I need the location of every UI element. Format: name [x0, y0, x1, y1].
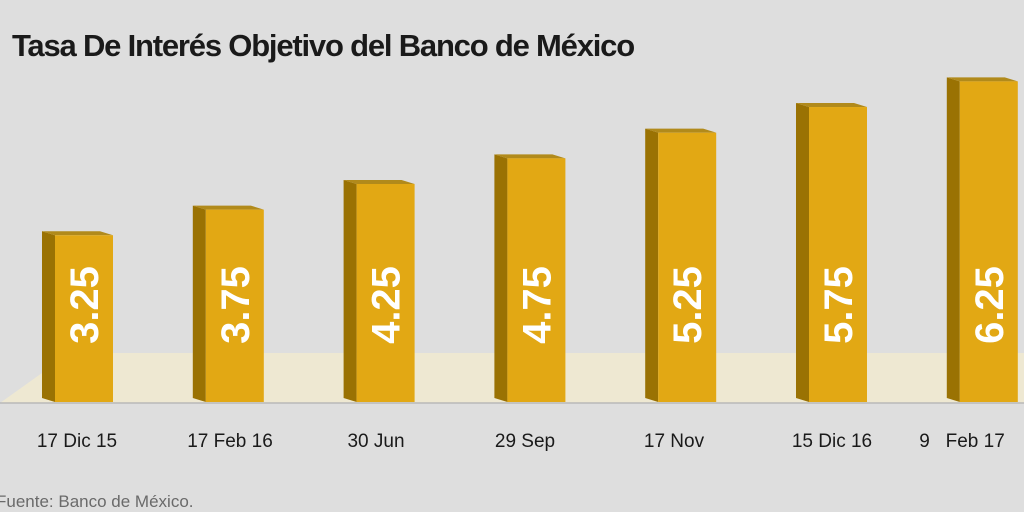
- bar-side: [946, 77, 960, 402]
- x-tick-label: 17 Dic 15: [37, 431, 117, 452]
- bar-side: [645, 128, 659, 403]
- data-label: 3.25: [63, 266, 107, 344]
- x-tick-label: 17 Feb 16: [187, 431, 273, 452]
- bar-6: 5.75: [796, 103, 867, 403]
- bar-1: 3.25: [42, 231, 113, 402]
- data-label: 4.25: [365, 266, 409, 344]
- bar-front: [507, 158, 566, 402]
- bar-top: [42, 231, 113, 236]
- x-tick-label: 9 Feb 17: [919, 431, 1005, 452]
- data-label: 6.25: [968, 266, 1012, 344]
- bar-2: 3.75: [192, 205, 264, 402]
- bar-front: [356, 183, 415, 402]
- bar-front: [205, 209, 264, 402]
- bar-side: [343, 179, 357, 402]
- tick-labels-group: 17 Dic 15 17 Feb 16 30 Jun 29 Sep 17 Nov 15 D…: [37, 431, 1005, 452]
- x-tick-label: 15 Dic 16: [792, 431, 872, 452]
- source-note: Fuente: Banco de México.: [0, 492, 194, 511]
- bar-front: [959, 81, 1018, 402]
- bar-3: 4.25: [343, 179, 415, 402]
- bar-top: [946, 77, 1018, 82]
- bar-top: [796, 103, 867, 108]
- x-tick-label: 30 Jun: [347, 431, 404, 452]
- bars-group: 3.25 3.75 4.25 4.75 5.25 5.75 6.25: [42, 77, 1018, 403]
- x-tick-label: 29 Sep: [495, 431, 555, 452]
- bar-side: [494, 154, 508, 402]
- x-tick-label: 17 Nov: [644, 431, 705, 452]
- bar-side: [796, 103, 809, 403]
- bar-top: [192, 205, 264, 210]
- bar-side: [192, 205, 206, 402]
- bar-front: [658, 132, 717, 403]
- data-label: 5.75: [817, 266, 861, 344]
- data-label: 4.75: [515, 266, 559, 344]
- bar-7: 6.25: [946, 77, 1018, 402]
- bar-top: [343, 179, 415, 184]
- bar-5: 5.25: [645, 128, 717, 403]
- chart-title: Tasa De Interés Objetivo del Banco de Mé…: [12, 28, 635, 63]
- bar-side: [42, 231, 55, 402]
- bar-top: [645, 128, 717, 133]
- data-label: 5.25: [666, 266, 710, 344]
- bar-top: [494, 154, 566, 159]
- bar-4: 4.75: [494, 154, 566, 402]
- bar-front: [55, 235, 113, 402]
- data-label: 3.75: [214, 266, 258, 344]
- bar-front: [809, 107, 867, 403]
